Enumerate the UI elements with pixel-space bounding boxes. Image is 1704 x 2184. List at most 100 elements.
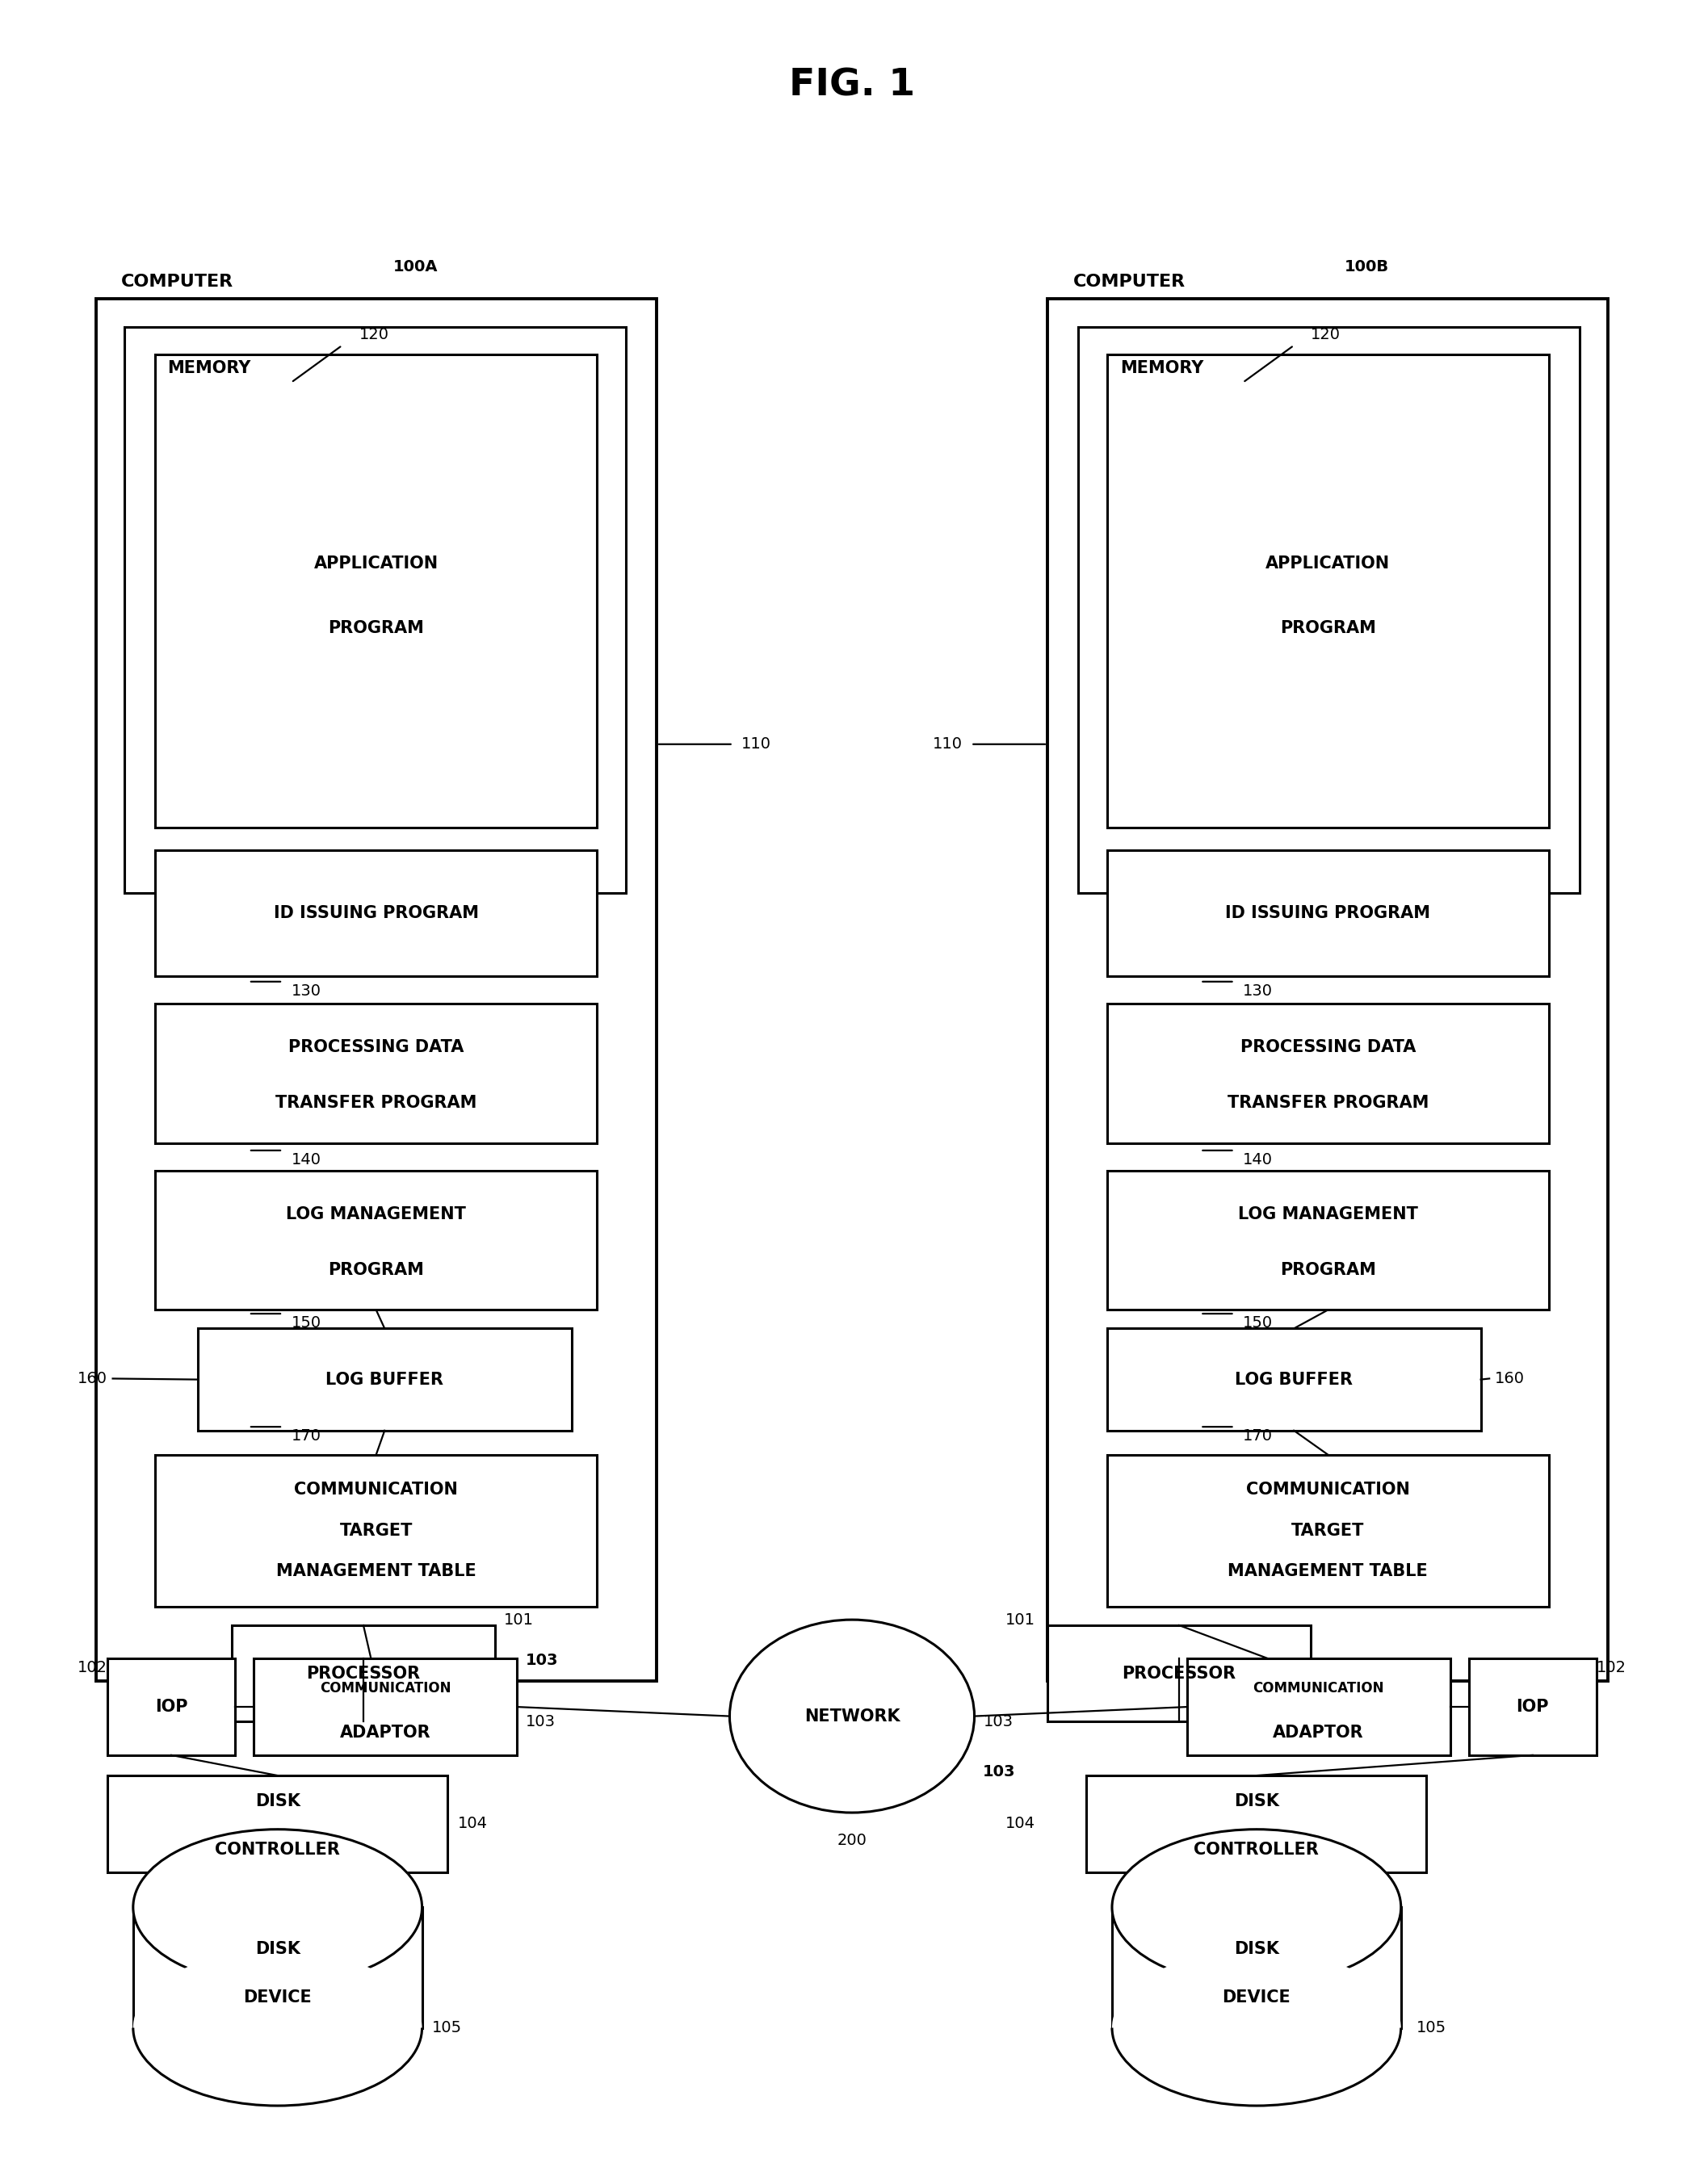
Text: 150: 150 bbox=[1242, 1315, 1273, 1330]
Ellipse shape bbox=[133, 1950, 423, 2105]
Text: FIG. 1: FIG. 1 bbox=[789, 68, 915, 103]
Text: 103: 103 bbox=[983, 1765, 1016, 1780]
Text: DISK: DISK bbox=[1234, 1793, 1280, 1811]
Text: 102: 102 bbox=[1597, 1660, 1626, 1675]
Bar bbox=[1079, 328, 1580, 893]
Ellipse shape bbox=[1113, 1830, 1401, 1985]
Bar bbox=[107, 1776, 448, 1872]
Text: 101: 101 bbox=[504, 1612, 533, 1627]
Text: 100A: 100A bbox=[394, 260, 438, 275]
Text: PROGRAM: PROGRAM bbox=[1280, 1262, 1375, 1278]
Text: APPLICATION: APPLICATION bbox=[314, 555, 438, 572]
Text: COMMUNICATION: COMMUNICATION bbox=[1252, 1682, 1384, 1695]
Text: ID ISSUING PROGRAM: ID ISSUING PROGRAM bbox=[274, 904, 479, 922]
Text: COMPUTER: COMPUTER bbox=[121, 273, 233, 290]
Text: 120: 120 bbox=[1310, 328, 1341, 343]
Ellipse shape bbox=[133, 1830, 423, 1985]
Text: TARGET: TARGET bbox=[339, 1522, 412, 1540]
Text: 101: 101 bbox=[1005, 1612, 1036, 1627]
Bar bbox=[155, 850, 596, 976]
Text: 130: 130 bbox=[1242, 983, 1273, 998]
Text: LOG MANAGEMENT: LOG MANAGEMENT bbox=[1237, 1206, 1418, 1223]
Text: PROCESSING DATA: PROCESSING DATA bbox=[288, 1040, 463, 1055]
Bar bbox=[1108, 1005, 1549, 1142]
Text: ADAPTOR: ADAPTOR bbox=[341, 1725, 431, 1741]
Bar bbox=[1048, 1625, 1310, 1721]
Text: 102: 102 bbox=[78, 1660, 107, 1675]
Text: TARGET: TARGET bbox=[1292, 1522, 1365, 1540]
Text: 170: 170 bbox=[1242, 1428, 1273, 1444]
Text: APPLICATION: APPLICATION bbox=[1266, 555, 1390, 572]
Text: 103: 103 bbox=[983, 1714, 1014, 1730]
Text: DEVICE: DEVICE bbox=[244, 1990, 312, 2005]
Bar bbox=[254, 1658, 518, 1756]
Ellipse shape bbox=[729, 1621, 975, 1813]
Text: IOP: IOP bbox=[1517, 1699, 1549, 1714]
Text: 110: 110 bbox=[932, 736, 963, 751]
Text: MEMORY: MEMORY bbox=[1121, 360, 1205, 376]
Text: 160: 160 bbox=[78, 1372, 107, 1387]
Text: COMMUNICATION: COMMUNICATION bbox=[295, 1481, 458, 1498]
Text: TRANSFER PROGRAM: TRANSFER PROGRAM bbox=[276, 1094, 477, 1112]
Text: LOG MANAGEMENT: LOG MANAGEMENT bbox=[286, 1206, 467, 1223]
Text: MANAGEMENT TABLE: MANAGEMENT TABLE bbox=[276, 1564, 475, 1579]
Bar bbox=[1186, 1658, 1450, 1756]
Text: DISK: DISK bbox=[1234, 1942, 1280, 1957]
Text: PROCESSOR: PROCESSOR bbox=[307, 1666, 421, 1682]
Text: MANAGEMENT TABLE: MANAGEMENT TABLE bbox=[1229, 1564, 1428, 1579]
Bar bbox=[232, 1625, 496, 1721]
Text: 100B: 100B bbox=[1344, 260, 1389, 275]
Bar bbox=[1048, 299, 1609, 1682]
Bar bbox=[1087, 1776, 1426, 1872]
Text: CONTROLLER: CONTROLLER bbox=[215, 1841, 341, 1859]
Text: TRANSFER PROGRAM: TRANSFER PROGRAM bbox=[1227, 1094, 1428, 1112]
Bar bbox=[1108, 1171, 1549, 1310]
Text: PROGRAM: PROGRAM bbox=[329, 620, 424, 636]
Text: DEVICE: DEVICE bbox=[1222, 1990, 1290, 2005]
Text: DISK: DISK bbox=[256, 1793, 300, 1811]
Text: COMMUNICATION: COMMUNICATION bbox=[1246, 1481, 1409, 1498]
Bar bbox=[155, 1171, 596, 1310]
Bar bbox=[155, 1005, 596, 1142]
Text: 130: 130 bbox=[291, 983, 320, 998]
Ellipse shape bbox=[1113, 1950, 1401, 2105]
Text: PROGRAM: PROGRAM bbox=[329, 1262, 424, 1278]
Text: COMPUTER: COMPUTER bbox=[1074, 273, 1186, 290]
Bar bbox=[155, 354, 596, 828]
Text: PROCESSOR: PROCESSOR bbox=[1123, 1666, 1235, 1682]
Text: 160: 160 bbox=[1494, 1372, 1525, 1387]
Bar bbox=[107, 1658, 235, 1756]
Bar bbox=[1469, 1658, 1597, 1756]
Text: PROCESSING DATA: PROCESSING DATA bbox=[1241, 1040, 1416, 1055]
Bar bbox=[1108, 850, 1549, 976]
Text: 105: 105 bbox=[1416, 2020, 1447, 2035]
Text: 103: 103 bbox=[527, 1653, 559, 1669]
Bar bbox=[124, 328, 625, 893]
Text: CONTROLLER: CONTROLLER bbox=[1195, 1841, 1319, 1859]
Text: DISK: DISK bbox=[256, 1942, 300, 1957]
Text: COMMUNICATION: COMMUNICATION bbox=[320, 1682, 452, 1695]
Bar bbox=[1108, 1455, 1549, 1607]
Bar bbox=[1108, 354, 1549, 828]
Bar bbox=[1108, 1328, 1481, 1431]
Text: 104: 104 bbox=[1005, 1817, 1036, 1832]
Text: 105: 105 bbox=[433, 2020, 462, 2035]
Text: ID ISSUING PROGRAM: ID ISSUING PROGRAM bbox=[1225, 904, 1430, 922]
Text: 110: 110 bbox=[741, 736, 772, 751]
Text: 104: 104 bbox=[458, 1817, 487, 1832]
Text: 200: 200 bbox=[837, 1832, 867, 1848]
Text: 140: 140 bbox=[291, 1151, 320, 1168]
Text: PROGRAM: PROGRAM bbox=[1280, 620, 1375, 636]
Text: 150: 150 bbox=[291, 1315, 320, 1330]
Text: ADAPTOR: ADAPTOR bbox=[1273, 1725, 1363, 1741]
Bar bbox=[155, 1455, 596, 1607]
Text: 120: 120 bbox=[360, 328, 389, 343]
Bar bbox=[95, 299, 656, 1682]
Text: 103: 103 bbox=[527, 1714, 556, 1730]
Bar bbox=[198, 1328, 571, 1431]
Text: IOP: IOP bbox=[155, 1699, 187, 1714]
Text: MEMORY: MEMORY bbox=[167, 360, 250, 376]
Text: NETWORK: NETWORK bbox=[804, 1708, 900, 1723]
Text: LOG BUFFER: LOG BUFFER bbox=[1235, 1372, 1353, 1387]
Text: 140: 140 bbox=[1242, 1151, 1273, 1168]
